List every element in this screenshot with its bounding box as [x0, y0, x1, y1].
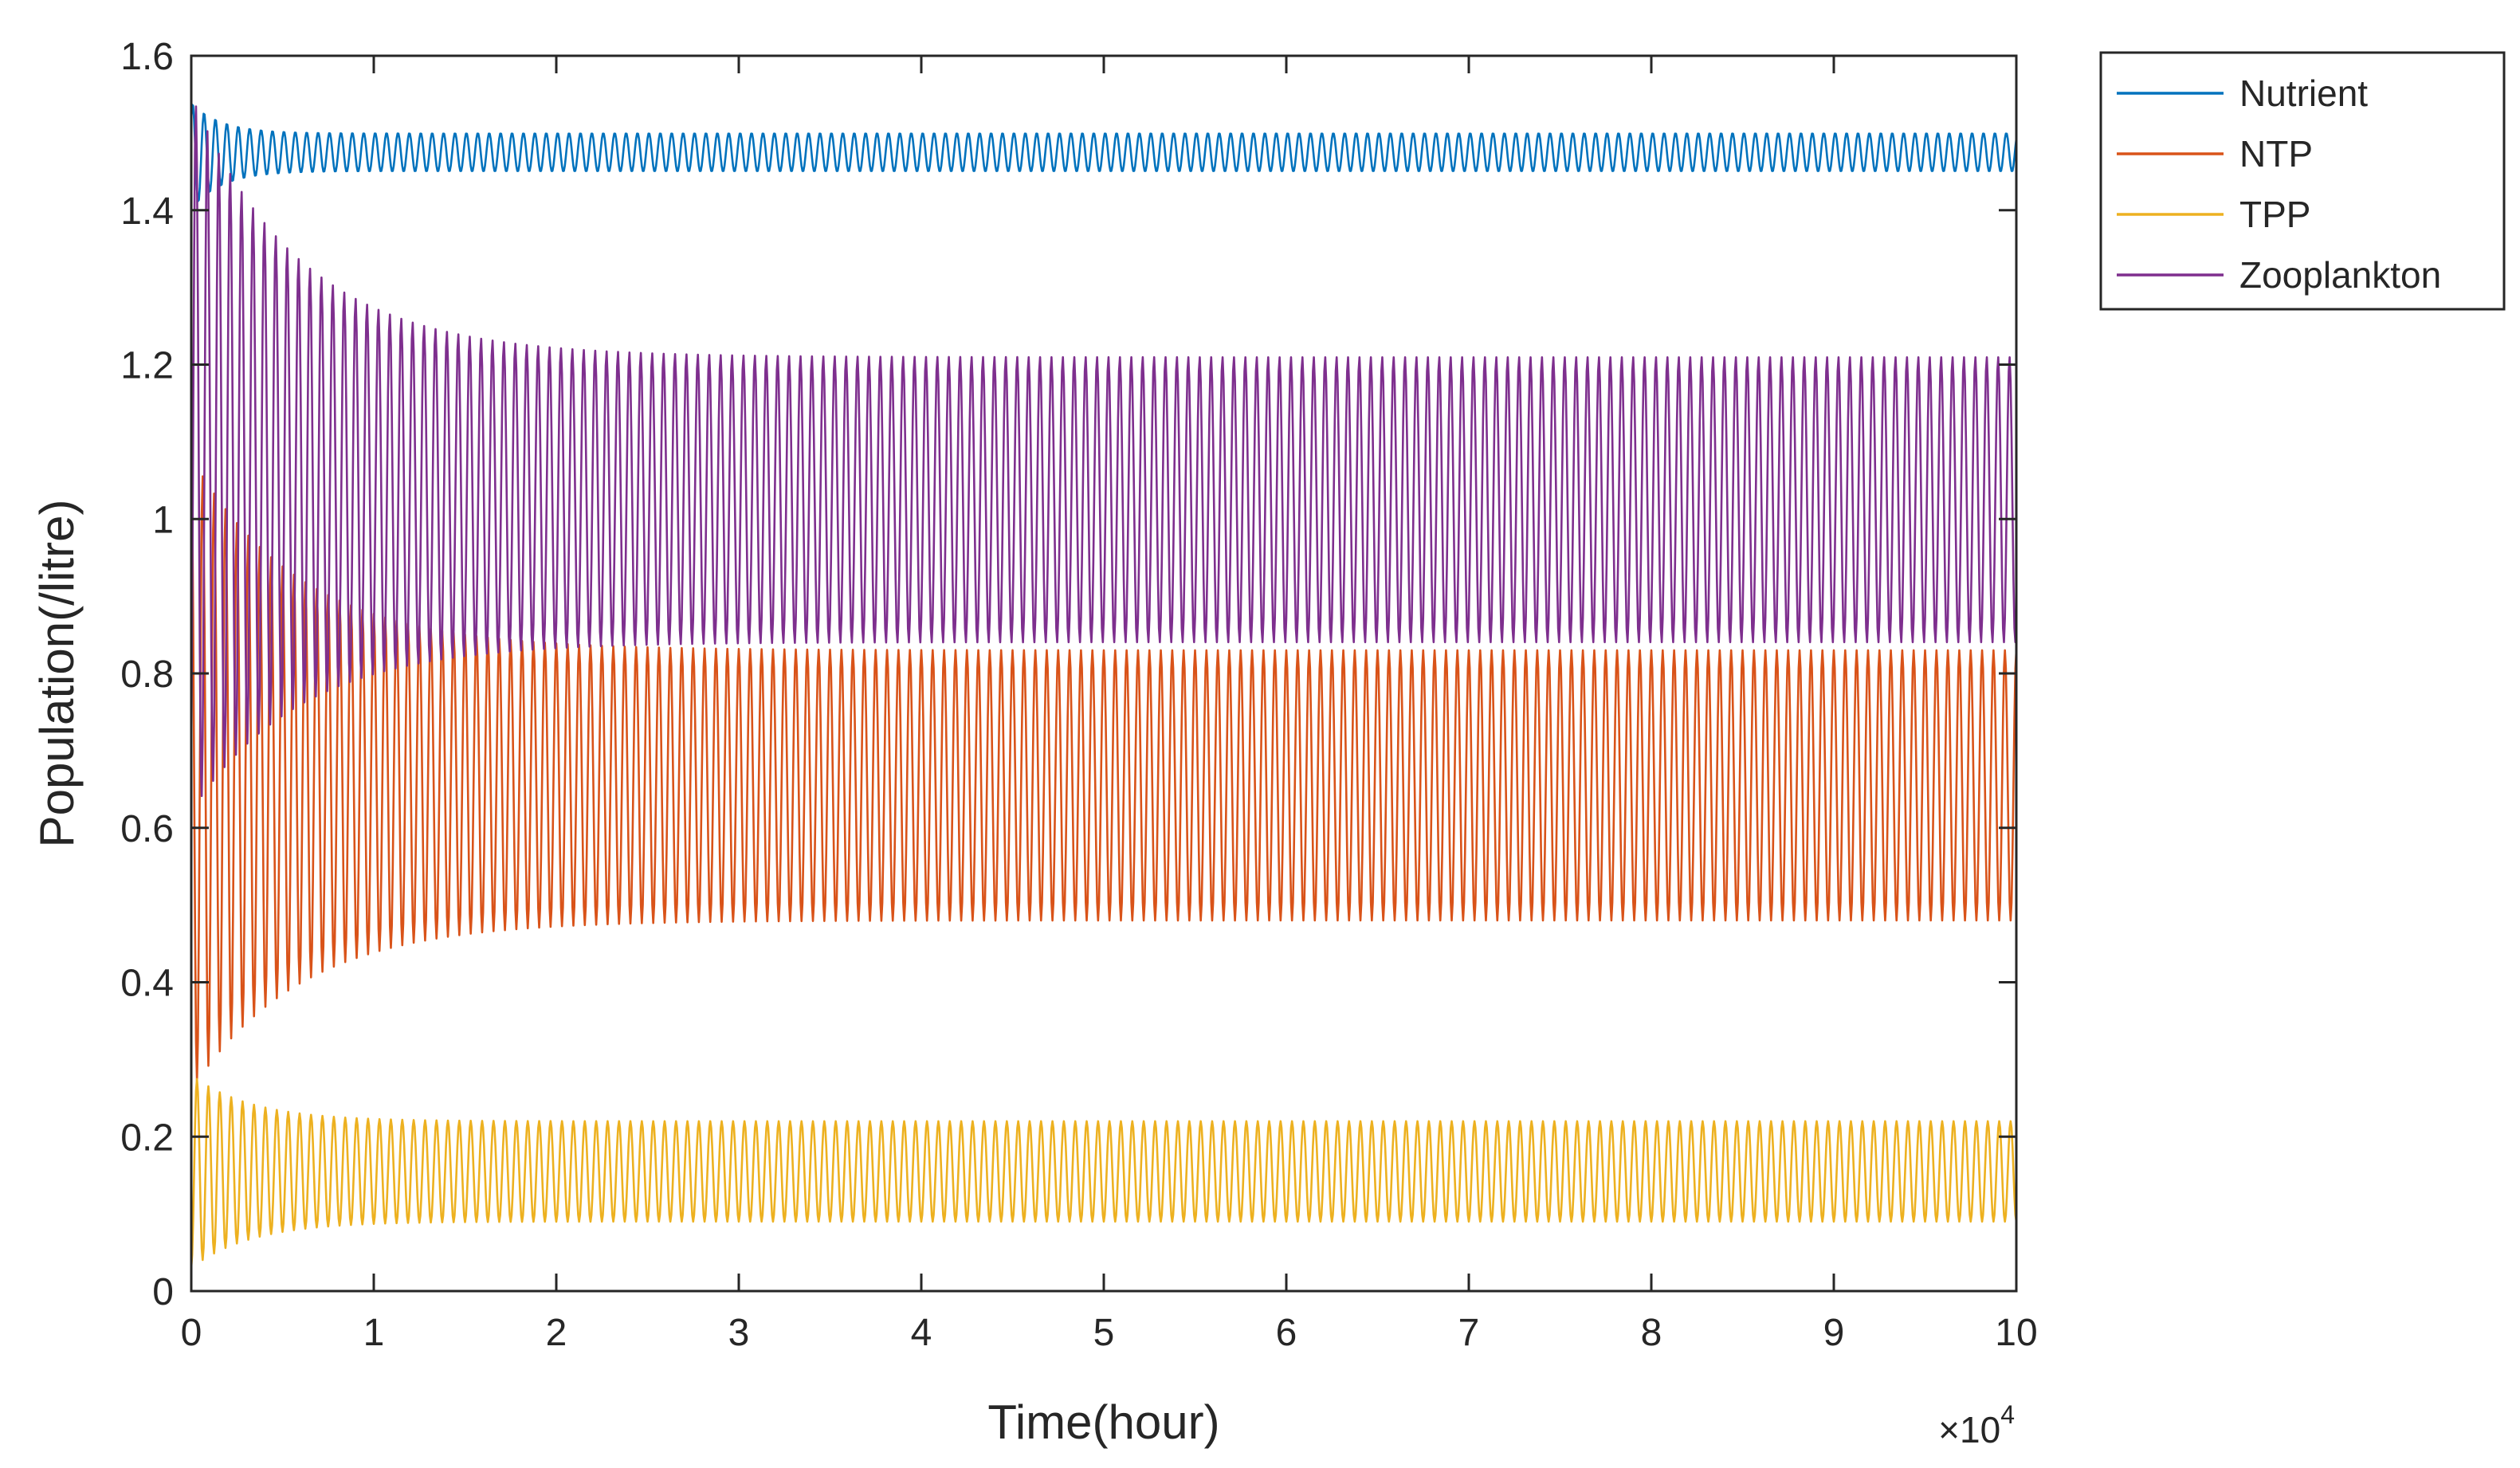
legend-label-ntp: NTP: [2239, 133, 2313, 175]
x-scale-exponent-power: 4: [2000, 1400, 2015, 1429]
series-line-ntp: [190, 457, 2018, 1083]
x-tick-label: 5: [1093, 1312, 1115, 1354]
x-tick-label: 9: [1823, 1312, 1845, 1354]
legend-label-zooplankton: Zooplankton: [2239, 254, 2441, 296]
series-line-nutrient: [190, 104, 2018, 202]
series-line-zooplankton: [190, 105, 2018, 798]
x-tick-label: 3: [728, 1312, 750, 1354]
y-tick-label: 0: [152, 1271, 174, 1313]
x-tick-label: 2: [546, 1312, 567, 1354]
legend-label-tpp: TPP: [2239, 194, 2310, 235]
legend-label-nutrient: Nutrient: [2239, 73, 2368, 114]
x-tick-label: 6: [1276, 1312, 1297, 1354]
x-tick-label: 10: [1995, 1312, 2037, 1354]
x-tick-label: 4: [911, 1312, 932, 1354]
y-tick-label: 0.6: [120, 808, 174, 850]
x-scale-exponent: ×104: [1938, 1400, 2015, 1450]
x-axis-title: Time(hour): [987, 1395, 1219, 1449]
x-tick-label: 1: [363, 1312, 385, 1354]
x-tick-label: 7: [1458, 1312, 1480, 1354]
y-tick-label: 1.6: [120, 36, 174, 78]
x-tick-label: 8: [1641, 1312, 1662, 1354]
series-layer: [190, 104, 2018, 1269]
y-axis-title: Population(/litre): [30, 500, 84, 848]
y-tick-label: 0.2: [120, 1117, 174, 1159]
x-tick-label: 0: [181, 1312, 202, 1354]
legend: Nutrient NTP TPP Zooplankton: [2099, 51, 2506, 311]
y-tick-label: 1: [152, 499, 174, 541]
tick-layer: 0 1 2 3 4 5 6 7 8 9 10 0 0.2 0.4 0.6 0.8 1 1.2 1.4 1.6: [120, 36, 2037, 1354]
series-line-tpp: [190, 1077, 2018, 1269]
y-tick-label: 0.8: [120, 654, 174, 696]
plot-area-background: [191, 56, 2016, 1291]
y-tick-label: 1.2: [120, 345, 174, 387]
legend-box: [2099, 51, 2506, 311]
y-tick-label: 0.4: [120, 963, 174, 1005]
y-tick-label: 1.4: [120, 190, 174, 233]
x-scale-exponent-base: ×10: [1938, 1409, 2000, 1450]
